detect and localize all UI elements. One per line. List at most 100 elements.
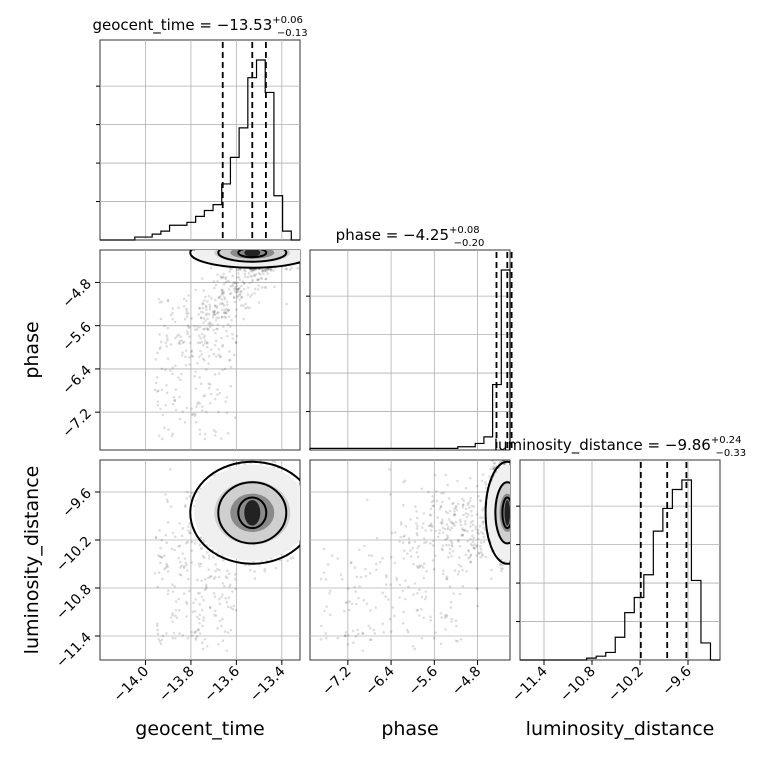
sample-point [248, 306, 251, 310]
sample-point [164, 533, 168, 537]
sample-point [389, 555, 393, 559]
sample-point [401, 541, 405, 544]
sample-point [190, 549, 194, 553]
sample-point [187, 355, 191, 359]
sample-point [156, 585, 160, 589]
sample-point [164, 341, 168, 344]
density-level-3 [244, 250, 261, 257]
sample-point [428, 513, 432, 517]
sample-point [215, 306, 219, 310]
sample-point [182, 565, 186, 568]
sample-point [214, 430, 218, 434]
sample-point [201, 306, 205, 310]
sample-point [374, 606, 377, 609]
sample-point [220, 336, 223, 340]
sample-point [428, 524, 432, 527]
sample-point [161, 413, 165, 417]
sample-point [234, 341, 238, 345]
sample-point [194, 420, 198, 424]
sample-point [220, 308, 224, 312]
sample-point [208, 303, 211, 307]
sample-point [214, 614, 218, 617]
sample-point [235, 284, 239, 288]
sample-point [301, 258, 304, 261]
sample-point [466, 539, 470, 543]
sample-point [469, 521, 473, 524]
sample-point [221, 617, 224, 621]
sample-point [257, 301, 261, 304]
sample-point [198, 543, 202, 547]
sample-point [215, 305, 219, 308]
sample-point [222, 304, 226, 307]
title-geocent_time: geocent_time = −13.53+0.06 −0.13 [92, 15, 307, 39]
sample-point [431, 559, 435, 562]
sample-point [154, 358, 158, 361]
sample-point [256, 278, 259, 282]
sample-point [406, 630, 410, 634]
sample-point [329, 589, 332, 592]
sample-point [225, 307, 228, 311]
sample-point [167, 428, 170, 431]
sample-point [336, 557, 339, 560]
sample-point [352, 641, 355, 645]
sample-point [355, 575, 359, 579]
sample-point [481, 516, 484, 520]
sample-point [457, 538, 460, 542]
sample-point [459, 565, 463, 568]
sample-point [213, 575, 217, 579]
sample-point [186, 636, 190, 640]
sample-point [439, 521, 443, 525]
sample-point [234, 285, 237, 289]
sample-point [416, 533, 419, 537]
sample-point [190, 561, 193, 564]
sample-point [185, 312, 188, 315]
sample-point [416, 566, 420, 570]
sample-point [273, 241, 276, 244]
sample-point [186, 540, 189, 544]
sample-point [453, 513, 457, 517]
sample-point [165, 632, 168, 635]
sample-point [322, 571, 326, 575]
sample-point [204, 313, 208, 317]
sample-point [213, 397, 217, 401]
sample-point [156, 403, 160, 407]
sample-point [285, 302, 288, 306]
sample-point [166, 564, 169, 567]
sample-point [168, 369, 172, 372]
sample-point [510, 506, 513, 509]
sample-point [214, 569, 217, 573]
sample-point [174, 408, 178, 412]
sample-point [273, 460, 277, 464]
sample-point [362, 598, 366, 602]
title-plus: +0.08 [449, 225, 480, 236]
sample-point [251, 270, 254, 273]
sample-point [364, 567, 367, 571]
sample-point [210, 574, 213, 578]
sample-point [221, 343, 225, 347]
sample-point [480, 479, 484, 483]
sample-point [415, 564, 419, 568]
sample-point [420, 607, 423, 611]
sample-point [479, 555, 482, 559]
sample-point [443, 616, 447, 619]
sample-point [174, 636, 177, 640]
sample-point [464, 522, 467, 526]
sample-point [482, 526, 486, 530]
sample-point [326, 563, 330, 566]
sample-point [264, 244, 267, 247]
sample-point [246, 306, 249, 309]
sample-point [359, 575, 363, 579]
sample-point [212, 328, 215, 332]
sample-point [231, 590, 234, 593]
sample-point [444, 628, 447, 631]
sample-point [190, 540, 194, 544]
sample-point [166, 565, 169, 569]
sample-point [429, 619, 433, 622]
sample-point [489, 467, 493, 471]
sample-point [180, 354, 184, 357]
sample-point [431, 495, 435, 498]
sample-point [211, 310, 215, 313]
sample-point [167, 589, 170, 592]
sample-point [273, 285, 276, 289]
sample-point [223, 367, 227, 371]
